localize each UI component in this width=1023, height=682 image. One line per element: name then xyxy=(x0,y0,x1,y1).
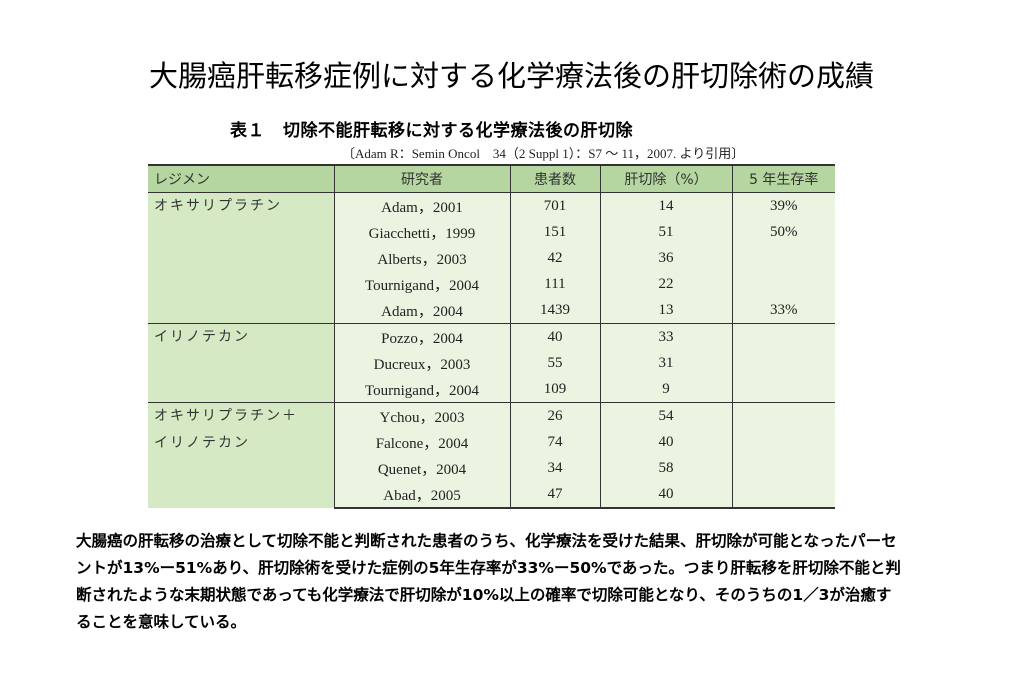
study-cell: Tournigand，2004 xyxy=(333,376,510,403)
regimen-label: イリノテカン xyxy=(154,329,250,345)
regimen-label: オキサリプラチン xyxy=(154,198,282,214)
regimen-label: イリノテカン xyxy=(154,435,250,451)
survival-cell xyxy=(731,429,835,455)
patients-cell: 40 xyxy=(509,323,600,350)
study-cell: Abad，2005 xyxy=(333,481,510,509)
resection-cell: 14 xyxy=(599,192,732,219)
survival-cell xyxy=(731,402,835,429)
table-header-row: レジメン 研究者 患者数 肝切除（%） 5 年生存率 xyxy=(148,164,835,193)
patients-cell: 74 xyxy=(509,429,600,455)
results-table: レジメン 研究者 患者数 肝切除（%） 5 年生存率 オキサリプラチン Adam，… xyxy=(148,164,835,509)
header-resection: 肝切除（%） xyxy=(599,164,732,193)
regimen-cell: イリノテカン xyxy=(148,323,334,403)
patients-cell: 151 xyxy=(509,219,600,245)
survival-cell xyxy=(731,323,835,350)
table-row: Giacchetti，1999 151 51 50% xyxy=(148,219,835,245)
resection-cell: 54 xyxy=(599,402,732,429)
table-row: Alberts，2003 42 36 xyxy=(148,245,835,271)
study-cell: Adam，2001 xyxy=(333,192,510,219)
study-cell: Alberts，2003 xyxy=(333,245,510,271)
regimen-cell: オキサリプラチン xyxy=(148,192,334,324)
table-row: オキサリプラチン＋ イリノテカン Ychou，2003 26 54 xyxy=(148,402,835,508)
header-patients: 患者数 xyxy=(509,164,600,193)
study-cell: Adam，2004 xyxy=(333,297,510,324)
study-cell: Quenet，2004 xyxy=(333,455,510,481)
resection-cell: 9 xyxy=(599,376,732,403)
study-cell: Giacchetti，1999 xyxy=(333,219,510,245)
table-row: Quenet，2004 34 58 xyxy=(148,455,835,481)
resection-cell: 33 xyxy=(599,323,732,350)
survival-cell xyxy=(731,271,835,297)
table-citation: 〔Adam R：Semin Oncol 34（2 Suppl 1）：S7 ～ 1… xyxy=(342,146,745,161)
survival-cell: 50% xyxy=(731,219,835,245)
resection-cell: 22 xyxy=(599,271,732,297)
table-body: オキサリプラチン Adam，2001 701 14 39% Giacchetti，1999… xyxy=(148,192,835,509)
patients-cell: 34 xyxy=(509,455,600,481)
survival-cell xyxy=(731,455,835,481)
table-row: Falcone，2004 74 40 xyxy=(148,429,835,455)
survival-cell xyxy=(731,245,835,271)
resection-cell: 58 xyxy=(599,455,732,481)
resection-cell: 51 xyxy=(599,219,732,245)
header-survival: 5 年生存率 xyxy=(731,164,835,193)
study-cell: Ducreux，2003 xyxy=(333,350,510,376)
resection-cell: 40 xyxy=(599,481,732,509)
resection-cell: 31 xyxy=(599,350,732,376)
survival-cell: 33% xyxy=(731,297,835,324)
patients-cell: 26 xyxy=(509,402,600,429)
regimen-cell: オキサリプラチン＋ イリノテカン xyxy=(148,402,334,508)
study-cell: Tournigand，2004 xyxy=(333,271,510,297)
patients-cell: 109 xyxy=(509,376,600,403)
table-row: イリノテカン Pozzo，2004 40 33 xyxy=(148,323,835,403)
table-caption-text: 切除不能肝転移に対する化学療法後の肝切除 xyxy=(283,121,633,141)
patients-cell: 55 xyxy=(509,350,600,376)
slide-title: 大腸癌肝転移症例に対する化学療法後の肝切除術の成績 xyxy=(148,59,874,93)
table-row: Abad，2005 47 40 xyxy=(148,481,835,509)
study-cell: Pozzo，2004 xyxy=(333,323,510,350)
survival-cell: 39% xyxy=(731,192,835,219)
patients-cell: 47 xyxy=(509,481,600,509)
table-row: Ducreux，2003 55 31 xyxy=(148,350,835,376)
header-study: 研究者 xyxy=(333,164,510,193)
table-row: Tournigand，2004 109 9 xyxy=(148,376,835,403)
patients-cell: 1439 xyxy=(509,297,600,324)
resection-cell: 36 xyxy=(599,245,732,271)
resection-cell: 13 xyxy=(599,297,732,324)
survival-cell xyxy=(731,350,835,376)
table-caption-number: 表１ xyxy=(230,121,265,141)
table-row: オキサリプラチン Adam，2001 701 14 39% xyxy=(148,192,835,324)
table-row: Adam，2004 1439 13 33% xyxy=(148,297,835,324)
survival-cell xyxy=(731,376,835,403)
header-regimen: レジメン xyxy=(148,164,334,193)
resection-cell: 40 xyxy=(599,429,732,455)
study-cell: Falcone，2004 xyxy=(333,429,510,455)
summary-text: 大腸癌の肝転移の治療として切除不能と判断された患者のうち、化学療法を受けた結果、… xyxy=(76,532,901,631)
patients-cell: 701 xyxy=(509,192,600,219)
table-row: Tournigand，2004 111 22 xyxy=(148,271,835,297)
patients-cell: 42 xyxy=(509,245,600,271)
table-caption: 表１ 切除不能肝転移に対する化学療法後の肝切除 xyxy=(230,116,633,141)
study-cell: Ychou，2003 xyxy=(333,402,510,429)
patients-cell: 111 xyxy=(509,271,600,297)
regimen-label: オキサリプラチン＋ xyxy=(154,408,298,424)
survival-cell xyxy=(731,481,835,509)
